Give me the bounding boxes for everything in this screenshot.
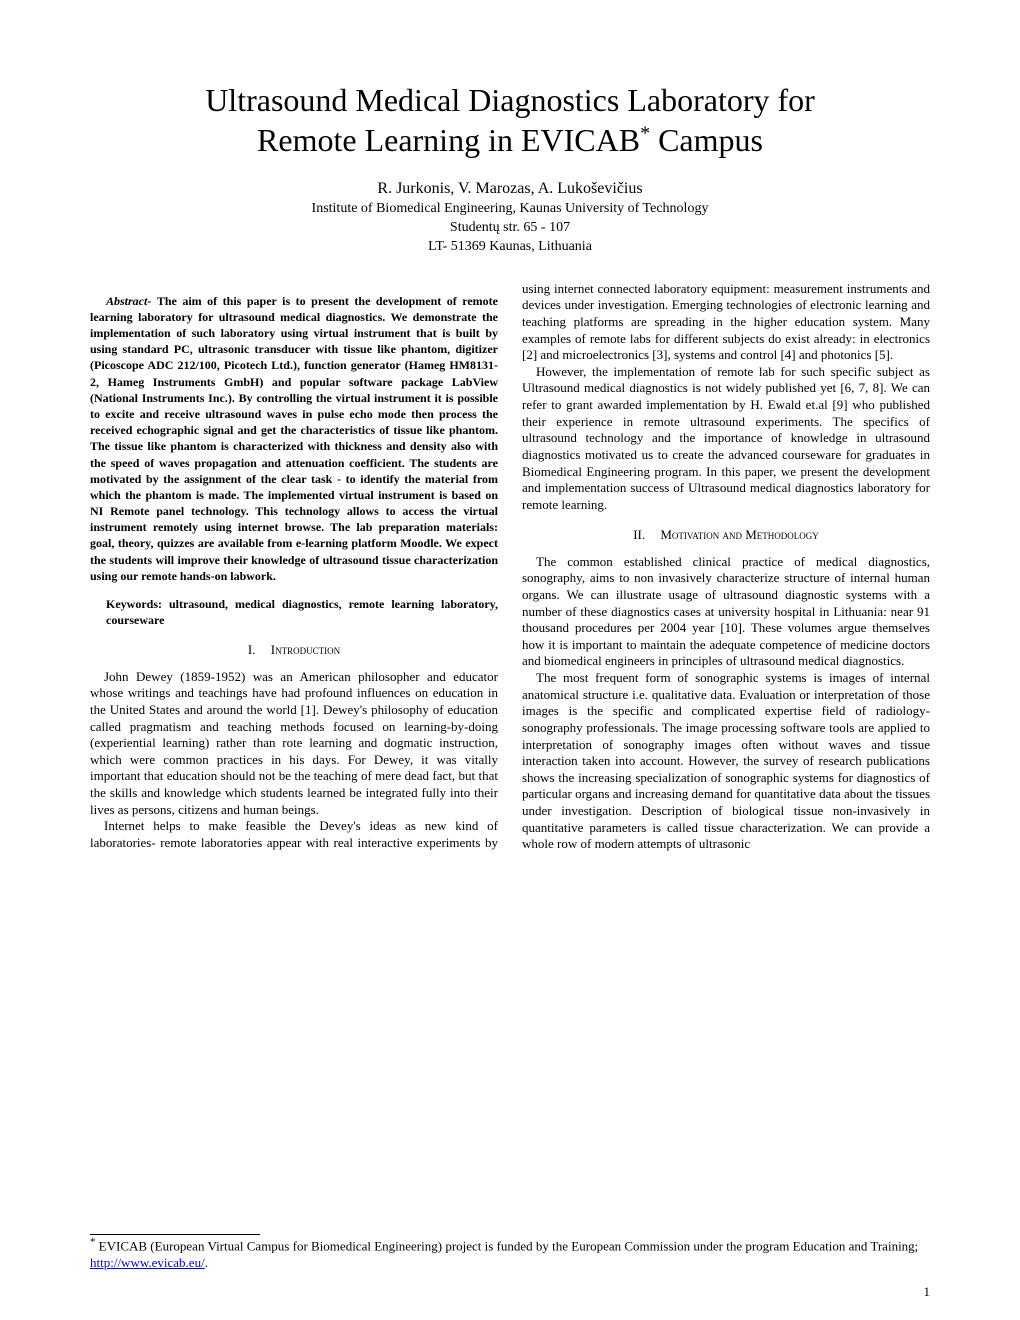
intro-paragraph-3: However, the implementation of remote la… [522, 364, 930, 514]
abstract-paragraph: Abstract- The aim of this paper is to pr… [90, 293, 498, 584]
footnote-link[interactable]: http://www.evicab.eu/ [90, 1255, 205, 1270]
title-suffix: Campus [650, 122, 763, 158]
affiliation-line-1: Institute of Biomedical Engineering, Kau… [312, 201, 709, 216]
keywords-line: Keywords: ultrasound, medical diagnostic… [106, 596, 498, 628]
affiliation-block: Institute of Biomedical Engineering, Kau… [90, 200, 930, 257]
motivation-paragraph-2: The most frequent form of sonographic sy… [522, 670, 930, 853]
abstract-label: Abstract- [106, 294, 157, 308]
section-title: Motivation and Methodology [660, 527, 818, 542]
title-line-1: Ultrasound Medical Diagnostics Laborator… [205, 82, 815, 118]
section-roman: I. [248, 642, 256, 657]
title-footnote-marker: * [640, 122, 650, 144]
abstract-text: The aim of this paper is to present the … [90, 294, 498, 583]
authors-line: R. Jurkonis, V. Marozas, A. Lukoševičius [90, 180, 930, 198]
motivation-paragraph-1: The common established clinical practice… [522, 554, 930, 670]
two-column-body: Abstract- The aim of this paper is to pr… [90, 281, 930, 853]
section-roman: II. [633, 527, 645, 542]
affiliation-line-3: LT- 51369 Kaunas, Lithuania [428, 239, 592, 254]
footnote-text: * EVICAB (European Virtual Campus for Bi… [90, 1235, 930, 1272]
footnote-block: * EVICAB (European Virtual Campus for Bi… [90, 1234, 930, 1272]
paper-title: Ultrasound Medical Diagnostics Laborator… [90, 80, 930, 160]
title-line-2: Remote Learning in EVICAB [257, 122, 640, 158]
section-heading-introduction: I. Introduction [90, 642, 498, 658]
page-number: 1 [924, 1284, 931, 1300]
page: Ultrasound Medical Diagnostics Laborator… [0, 0, 1020, 1320]
footnote-text-post: . [205, 1255, 208, 1270]
section-heading-motivation: II. Motivation and Methodology [522, 527, 930, 543]
footnote-text-pre: EVICAB (European Virtual Campus for Biom… [95, 1238, 918, 1253]
section-title: Introduction [271, 642, 340, 657]
affiliation-line-2: Studentų str. 65 - 107 [450, 220, 570, 235]
intro-paragraph-1: John Dewey (1859-1952) was an American p… [90, 669, 498, 819]
